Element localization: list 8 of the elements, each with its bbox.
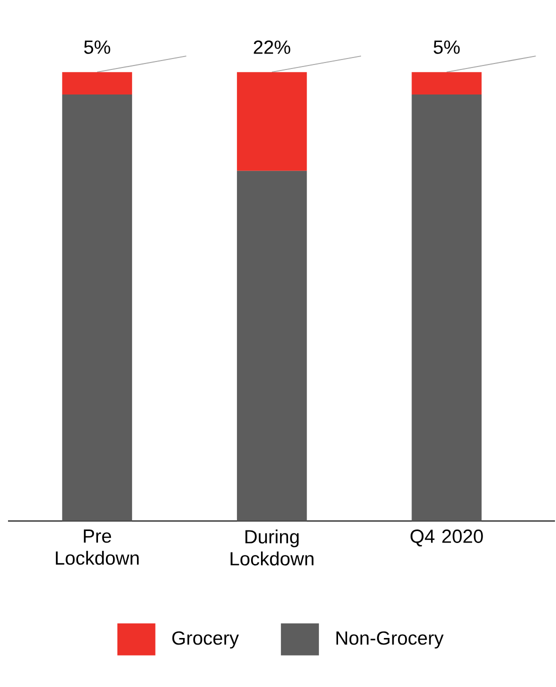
x-tick-label: Pre Lockdown [56,530,139,565]
legend-label: Grocery [172,631,240,649]
legend-label: Non-Grocery [336,631,444,649]
data-label: 5% [84,40,110,54]
data-label: 5% [434,40,460,54]
x-tick-label: During Lockdown [230,530,314,566]
data-label: 22% [254,40,290,54]
x-tick-label: Q4 2020 [410,530,484,546]
